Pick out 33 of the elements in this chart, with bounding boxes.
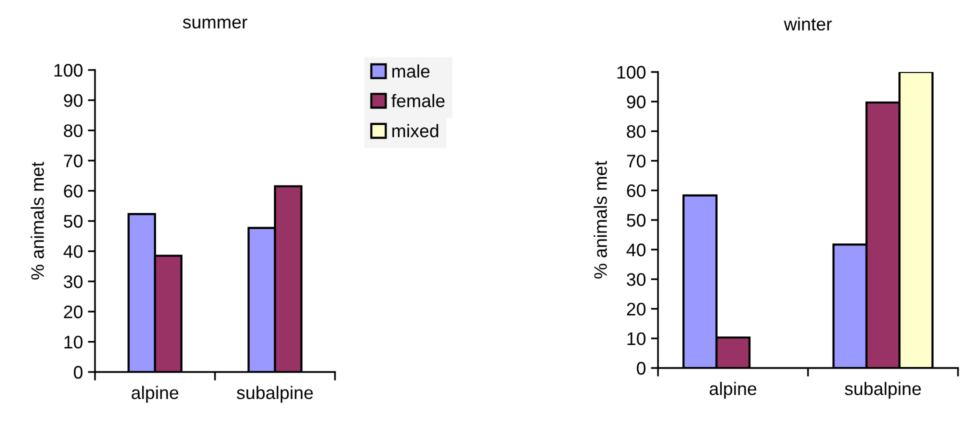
legend-label: male <box>392 64 430 78</box>
y-tick-label: 40 <box>64 245 82 258</box>
y-tick-label: 90 <box>626 96 646 108</box>
y-tick-label: 0 <box>74 366 82 379</box>
y-tick-label: 60 <box>64 184 82 198</box>
y-tick-label: 40 <box>626 244 646 256</box>
x-tick-label: alpine <box>132 386 178 403</box>
y-axis-title: % animals met <box>30 162 44 280</box>
y-tick-label: 10 <box>64 336 82 349</box>
legend-label: mixed <box>392 124 438 138</box>
y-tick-label: 100 <box>617 66 646 79</box>
y-tick-label: 50 <box>64 214 82 228</box>
y-tick-label: 30 <box>64 275 82 288</box>
y-tick-label: 50 <box>626 214 646 227</box>
chart-title: summer <box>182 18 248 29</box>
y-tick-label: 20 <box>627 302 646 316</box>
x-tick-label: subalpine <box>236 386 313 403</box>
y-tick-label: 80 <box>64 124 82 138</box>
x-tick-label: subalpine <box>844 382 921 399</box>
x-tick-label: alpine <box>710 382 756 399</box>
y-tick-label: 80 <box>626 125 646 138</box>
y-tick-label: 10 <box>627 332 646 346</box>
legend-label: female <box>391 94 445 108</box>
y-tick-label: 20 <box>64 306 82 318</box>
y-axis-title: % animals met <box>594 160 607 279</box>
y-tick-label: 30 <box>626 273 646 286</box>
y-tick-label: 60 <box>627 184 646 198</box>
y-tick-label: 0 <box>636 362 646 375</box>
y-tick-label: 70 <box>64 154 82 168</box>
y-tick-label: 90 <box>64 94 82 107</box>
y-tick-label: 70 <box>627 154 646 168</box>
chart-title: winter <box>784 17 832 31</box>
y-tick-label: 100 <box>54 64 82 77</box>
